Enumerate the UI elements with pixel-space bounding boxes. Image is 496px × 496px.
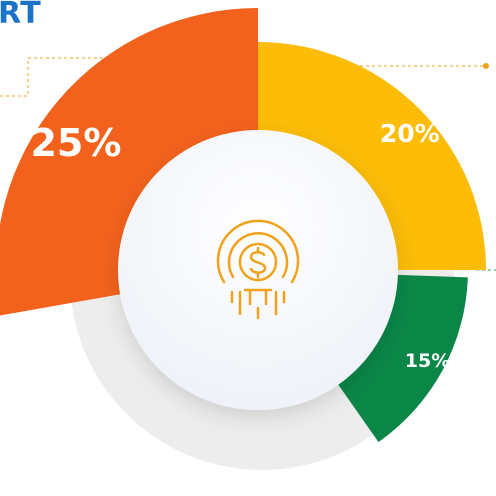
slice-label-20: 20% — [380, 119, 440, 148]
slice-25 — [0, 8, 258, 316]
slice-15 — [326, 274, 468, 443]
slice-label-25: 25% — [30, 121, 121, 165]
page-title: RT — [0, 0, 42, 31]
leader-line-left — [0, 57, 172, 97]
leader-dot-right — [483, 63, 489, 69]
dollar-coin-icon — [216, 219, 300, 320]
slice-label-15: 15% — [405, 350, 450, 372]
center-disk — [118, 130, 398, 410]
slice-20 — [258, 42, 486, 270]
